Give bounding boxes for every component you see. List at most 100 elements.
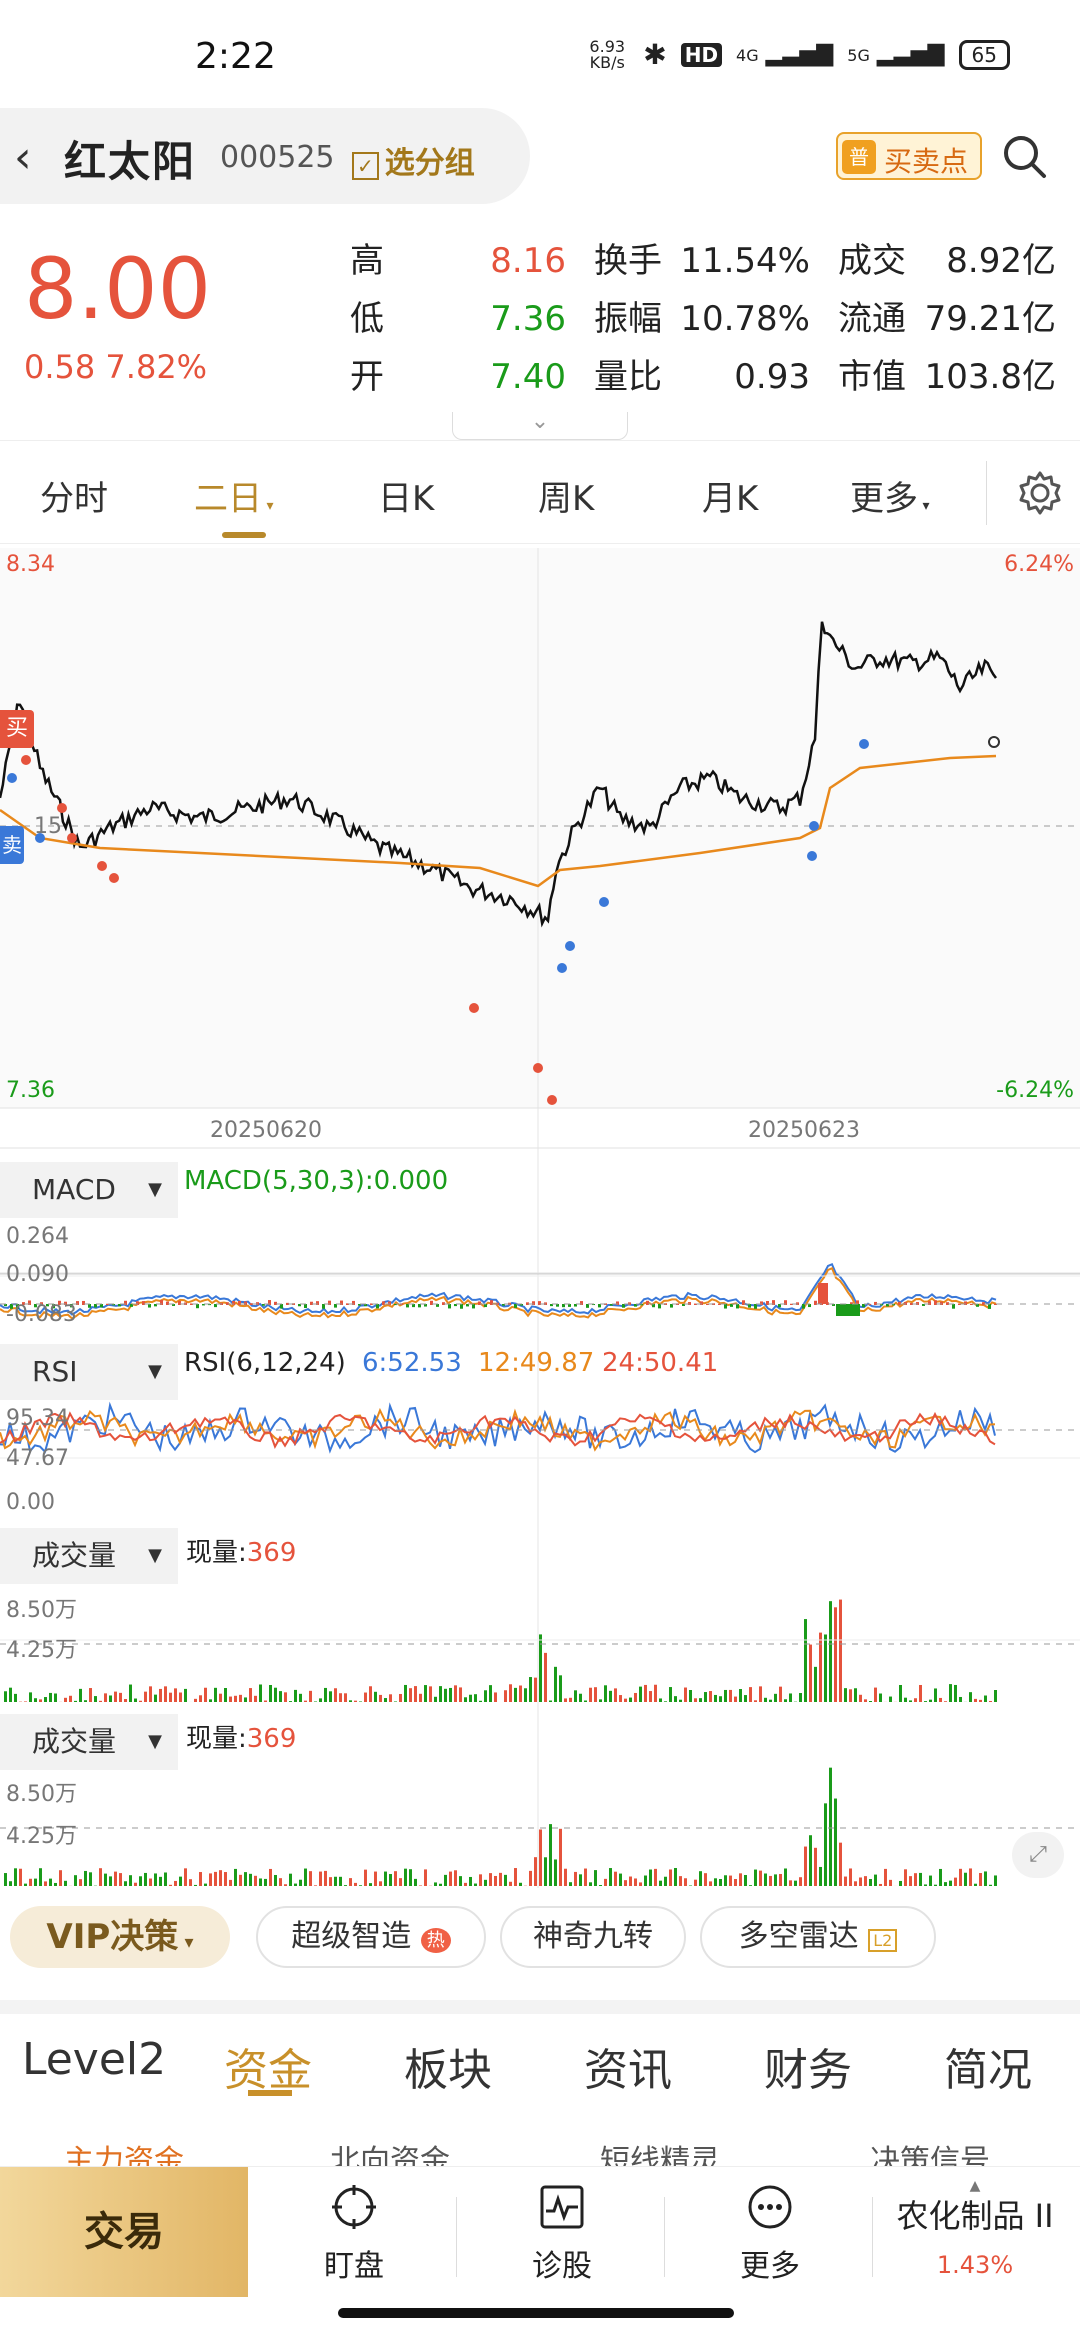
volume-bar [824,1803,827,1886]
macd-bar [10,1304,13,1309]
macd-bar [694,1303,697,1305]
volume-bar [949,1880,952,1886]
nav-diagnose[interactable]: 诊股 [492,2181,632,2285]
volume-bar [749,1885,752,1886]
volume-bar [224,1688,227,1702]
rsi-selector[interactable]: RSI ▼ [0,1344,178,1400]
volume-bar [444,1874,447,1886]
volume-bar [489,1685,492,1702]
macd-selector[interactable]: MACD ▼ [0,1162,178,1218]
buy-signal-tag[interactable]: 买 [0,710,34,748]
volume-bar [709,1881,712,1886]
volume-bar [149,1878,152,1886]
search-icon[interactable] [1000,132,1050,182]
tab-two-day[interactable]: 二日 ▾ [194,479,274,519]
volume-bar [264,1700,267,1702]
back-icon[interactable]: ‹ [14,132,32,183]
tab-sectors[interactable]: 板块 [404,2045,492,2096]
buy-dot [859,739,869,749]
volume-bar [914,1698,917,1702]
sell-dot [97,861,107,871]
tab-weekly-k[interactable]: 周K [538,479,595,519]
nav-watch[interactable]: 盯盘 [284,2181,424,2285]
volume-bar [79,1688,82,1702]
tab-level2[interactable]: Level2 [22,2034,167,2085]
volume-selector-2[interactable]: 成交量 ▼ [0,1714,178,1770]
subtab-main-funds[interactable]: 主力资金 [64,2144,184,2166]
volume-bar [154,1694,157,1702]
buy-sell-point-button[interactable]: 普 买卖点 [836,132,982,180]
divider [986,461,987,525]
volume-bar [969,1692,972,1702]
macd-bar [70,1304,73,1308]
volume-bar [644,1875,647,1886]
long-short-radar-button[interactable]: 多空雷达 L2 [700,1906,936,1968]
tab-profile[interactable]: 简况 [944,2045,1032,2096]
volume-bar [719,1879,722,1886]
volume-bar [544,1652,547,1702]
turnover-label: 换手 [594,241,662,281]
volume-bar [569,1882,572,1886]
volume-bar [324,1687,327,1702]
fund-sub-tabs: 主力资金 北向资金 短线精灵 决策信号 [0,2110,1080,2166]
tab-monthly-k[interactable]: 月K [702,479,759,519]
volume-bar [219,1693,222,1702]
volume-bar [574,1690,577,1702]
tab-news[interactable]: 资讯 [584,2045,672,2096]
buy-dot [807,851,817,861]
select-group-button[interactable]: ✓ 选分组 [352,138,475,182]
vip-decision-button[interactable]: VIP决策 ▾ [10,1906,230,1968]
volume-bar [854,1688,857,1702]
volume-bar [839,1599,842,1702]
macd-bar [934,1300,937,1305]
volume-bar [494,1692,497,1702]
magic-nine-button[interactable]: 神奇九转 [500,1906,686,1968]
volume-bar [289,1701,292,1702]
volume-bar [44,1881,47,1886]
volume-bar [844,1876,847,1886]
volume-bar [989,1884,992,1886]
volume-bar [899,1880,902,1886]
volume-bar [709,1691,712,1702]
volume-bar [549,1700,552,1702]
macd-bar [22,1302,25,1305]
volume-bar [44,1697,47,1702]
volume-bar [544,1857,547,1886]
low-value: 7.36 [490,299,566,339]
tab-more[interactable]: 更多 ▾ [850,479,930,519]
volume-bar [174,1688,177,1702]
volume-bar [479,1874,482,1886]
nav-more[interactable]: 更多 [700,2181,840,2285]
status-time: 2:22 [195,36,276,77]
macd-bar [124,1300,127,1305]
expand-chevron-icon[interactable]: ⌄ [452,411,628,440]
volume-bar [424,1869,427,1886]
settings-gear-icon[interactable] [1016,469,1064,521]
tab-intraday[interactable]: 分时 [40,479,108,519]
volume-selector-1[interactable]: 成交量 ▼ [0,1528,178,1584]
sell-signal-tag[interactable]: 卖 [0,826,24,864]
chart-area[interactable]: 8.34 7.36 6.24% -6.24% 15 20250620 20250… [0,548,1080,1888]
macd-dif-line [0,1262,997,1316]
volume-bar [149,1686,152,1702]
volume-bar [594,1870,597,1886]
volume-bar [639,1686,642,1702]
volume-bar [409,1688,412,1702]
volume-bar [624,1698,627,1702]
subtab-decision-signal[interactable]: 决策信号 [870,2144,990,2166]
sell-dot [57,803,67,813]
trade-button[interactable]: 交易 [0,2167,248,2297]
sector-indicator[interactable]: ▲ 农化制品 II 1.43% [880,2179,1070,2279]
mcap-value: 103.8亿 [924,357,1056,397]
fullscreen-icon[interactable]: ⤢ [1012,1832,1064,1878]
tab-funds[interactable]: 资金 [224,2045,312,2096]
tab-daily-k[interactable]: 日K [378,479,435,519]
volume-bar [9,1687,12,1702]
super-manufacturing-button[interactable]: 超级智造 热 [256,1906,486,1968]
subtab-northbound[interactable]: 北向资金 [330,2144,450,2166]
volume-bar [239,1874,242,1886]
subtab-short-term[interactable]: 短线精灵 [600,2144,720,2166]
dropdown-icon: ▼ [148,1731,162,1752]
tab-finance[interactable]: 财务 [764,2045,852,2096]
macd-bar [16,1304,19,1309]
